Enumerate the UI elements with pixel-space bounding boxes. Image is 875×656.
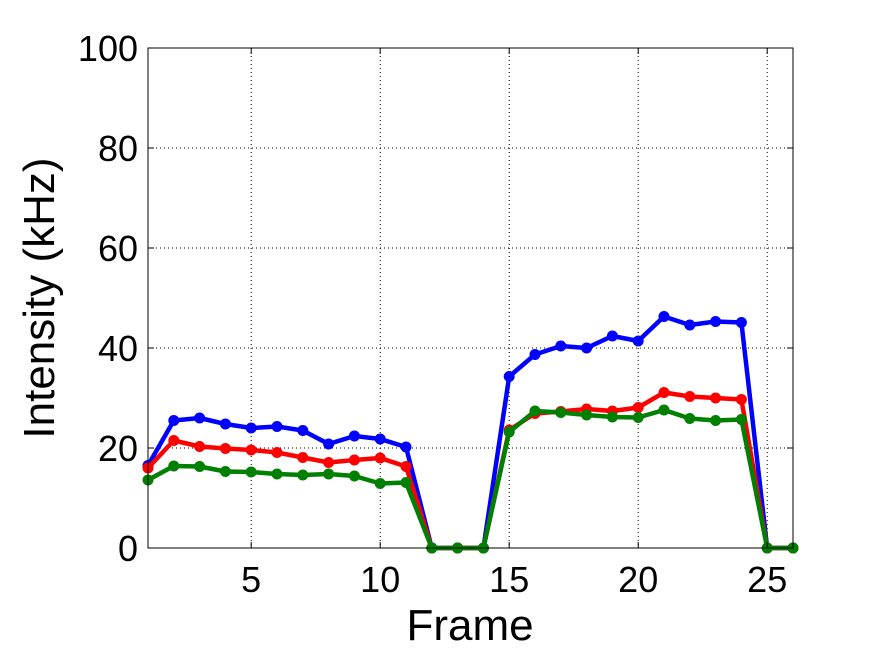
data-point — [581, 342, 593, 354]
plot-background — [148, 48, 793, 548]
data-point — [684, 413, 696, 424]
data-point — [632, 412, 644, 423]
data-point — [168, 435, 180, 446]
x-axis-title: Frame — [406, 601, 533, 650]
ticks: 5 10 15 20 25 0 20 40 60 80 100 — [78, 28, 793, 600]
data-point — [271, 447, 283, 458]
data-point — [555, 340, 567, 352]
y-axis-title: Intensity (kHz) — [15, 157, 64, 438]
data-point — [555, 407, 567, 418]
data-point — [194, 412, 206, 424]
data-point — [245, 466, 257, 478]
data-point — [400, 441, 412, 453]
x-tick-label: 15 — [489, 559, 529, 600]
y-tick-label: 100 — [78, 28, 138, 69]
data-point — [400, 461, 412, 472]
data-point — [735, 394, 747, 405]
y-tick-label: 60 — [98, 228, 138, 269]
data-point — [400, 477, 412, 488]
data-point — [710, 415, 722, 426]
y-tick-label: 80 — [98, 128, 138, 169]
data-point — [684, 391, 696, 402]
data-point — [271, 468, 283, 480]
data-point — [735, 414, 747, 425]
data-point — [348, 470, 360, 482]
grid — [148, 48, 793, 548]
data-point — [271, 421, 283, 432]
data-point — [168, 460, 180, 472]
data-point — [297, 425, 309, 436]
data-point — [323, 468, 335, 480]
data-point — [374, 433, 386, 445]
data-point — [684, 319, 696, 331]
data-point — [323, 457, 335, 468]
data-point — [658, 311, 670, 322]
x-tick-label: 25 — [747, 559, 787, 600]
data-point — [245, 422, 257, 434]
data-point — [374, 452, 386, 464]
data-point — [658, 404, 670, 416]
data-point — [194, 461, 206, 472]
data-point — [503, 426, 515, 438]
data-point — [529, 349, 541, 360]
data-point — [323, 438, 335, 450]
data-point — [606, 411, 618, 423]
data-point — [219, 443, 231, 454]
data-point — [632, 402, 644, 413]
y-tick-label: 0 — [118, 528, 138, 569]
x-tick-label: 20 — [618, 559, 658, 600]
data-point — [348, 454, 360, 466]
data-point — [245, 444, 257, 456]
data-point — [219, 418, 231, 430]
data-point — [710, 316, 722, 327]
data-point — [503, 371, 515, 382]
data-point — [194, 441, 206, 452]
data-point — [348, 430, 360, 442]
y-tick-label: 20 — [98, 428, 138, 469]
data-point — [581, 409, 593, 421]
data-point — [297, 469, 309, 481]
data-point — [219, 466, 231, 477]
data-point — [735, 317, 747, 328]
data-point — [710, 392, 722, 404]
data-point — [374, 478, 386, 489]
data-point — [297, 452, 309, 463]
data-point — [606, 330, 618, 342]
plot-frame — [147, 47, 794, 549]
x-tick-label: 10 — [360, 559, 400, 600]
data-point — [529, 405, 541, 417]
data-point — [658, 387, 670, 398]
data-point — [168, 415, 180, 426]
data-point — [632, 335, 644, 347]
x-tick-label: 5 — [241, 559, 261, 600]
y-tick-label: 40 — [98, 328, 138, 369]
